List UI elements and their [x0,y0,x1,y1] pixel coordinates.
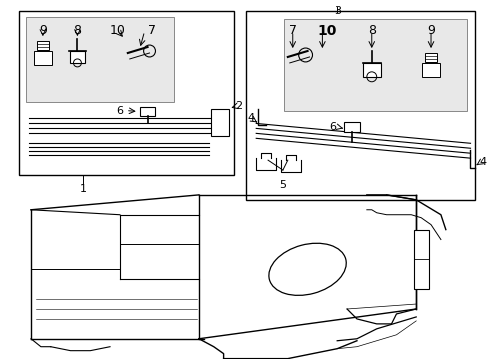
Bar [34,51,52,65]
Bar [283,19,466,111]
Bar [140,107,155,117]
Bar [37,41,49,50]
Text: 2: 2 [235,100,242,111]
Text: 10: 10 [317,24,336,38]
Text: 8: 8 [73,24,81,37]
Bar [344,122,359,132]
Bar [69,51,85,63]
Text: 9: 9 [39,24,47,37]
Bar [210,109,228,136]
Text: 6: 6 [328,122,335,132]
Text: 10: 10 [110,24,125,37]
Bar [424,53,436,62]
Text: 4: 4 [246,113,254,123]
Bar [26,17,174,102]
Bar [421,63,439,77]
Text: 3: 3 [333,6,340,16]
Bar [19,11,234,175]
Bar [362,63,380,77]
Text: 4: 4 [478,157,486,167]
Text: 7: 7 [147,24,155,37]
Bar [246,11,474,200]
Text: 5: 5 [279,180,286,190]
Text: 6: 6 [116,105,123,116]
Text: 9: 9 [426,24,434,37]
Text: 7: 7 [288,24,296,37]
Text: 8: 8 [367,24,375,37]
Text: 1: 1 [80,184,87,194]
Bar [413,230,428,289]
